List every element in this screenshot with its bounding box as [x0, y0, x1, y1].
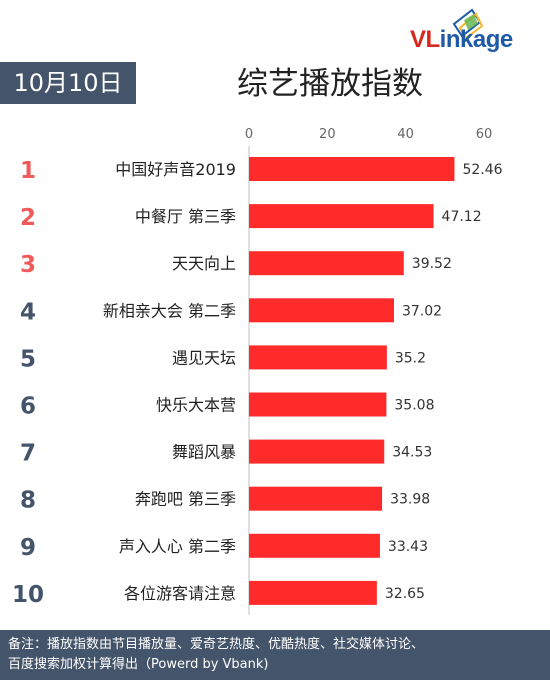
- bar: [249, 580, 377, 605]
- category-label: 新相亲大会 第二季: [103, 301, 236, 320]
- category-label: 遇见天坛: [172, 348, 236, 367]
- rank-number: 5: [20, 346, 36, 372]
- category-label: 中国好声音2019: [115, 160, 236, 179]
- data-label: 52.46: [462, 162, 502, 178]
- rank-number: 9: [20, 535, 36, 561]
- rank-number: 7: [20, 441, 36, 467]
- rank-number: 8: [20, 488, 36, 514]
- data-label: 47.12: [442, 209, 482, 225]
- bar: [249, 392, 387, 417]
- data-label: 33.98: [390, 492, 430, 508]
- data-label: 32.65: [385, 586, 425, 602]
- vlinkage-logo: VLinkage: [410, 6, 535, 54]
- data-label: 33.43: [388, 539, 428, 555]
- bar: [249, 439, 385, 464]
- category-label: 舞蹈风暴: [172, 443, 236, 462]
- bar: [249, 298, 394, 323]
- category-label: 声入人心 第二季: [119, 537, 236, 556]
- bar-chart: 0 20 40 60 1 中国好声音2019 52.46 2 中餐厅 第三季 47.12 3 天天向上…: [12, 127, 503, 615]
- data-label: 35.2: [395, 350, 426, 366]
- rank-number: 10: [12, 582, 44, 608]
- logo-vl: VL: [410, 26, 440, 53]
- x-tick-label: 60: [476, 127, 493, 142]
- logo-icon: [452, 8, 484, 40]
- category-label: 快乐大本营: [156, 396, 236, 415]
- bar: [249, 157, 455, 181]
- footer-note: 备注：播放指数由节目播放量、爱奇艺热度、优酷热度、社交媒体讨论、 百度搜索加权计…: [0, 630, 550, 680]
- bar: [249, 251, 404, 276]
- rank-number: 4: [20, 299, 36, 325]
- x-tick-label: 0: [245, 127, 253, 142]
- data-label: 35.08: [394, 398, 434, 414]
- footer-line-1: 备注：播放指数由节目播放量、爱奇艺热度、优酷热度、社交媒体讨论、: [8, 637, 425, 652]
- x-tick-label: 40: [397, 127, 414, 142]
- data-label: 37.02: [402, 303, 442, 319]
- category-label: 奔跑吧 第三季: [135, 490, 236, 509]
- date-badge: 10月10日: [0, 62, 136, 104]
- bar: [249, 533, 380, 558]
- logo-rest: inkage: [439, 26, 514, 53]
- data-label: 39.52: [412, 256, 452, 272]
- category-label: 各位游客请注意: [124, 584, 236, 603]
- footer-line-2: 百度搜索加权计算得出（Powerd by Vbank): [8, 657, 269, 672]
- logo-wordmark: VLinkage: [410, 26, 513, 54]
- rank-number: 6: [20, 394, 36, 420]
- rank-number: 3: [20, 252, 36, 278]
- data-label: 34.53: [392, 445, 432, 461]
- rank-number: 1: [20, 158, 36, 184]
- category-label: 中餐厅 第三季: [135, 207, 236, 226]
- bar: [249, 486, 383, 511]
- chart-title: 综艺播放指数: [237, 66, 423, 102]
- bar: [249, 204, 434, 229]
- bar: [249, 345, 387, 370]
- x-tick-label: 20: [319, 127, 336, 142]
- rank-number: 2: [20, 205, 36, 231]
- category-label: 天天向上: [172, 254, 236, 273]
